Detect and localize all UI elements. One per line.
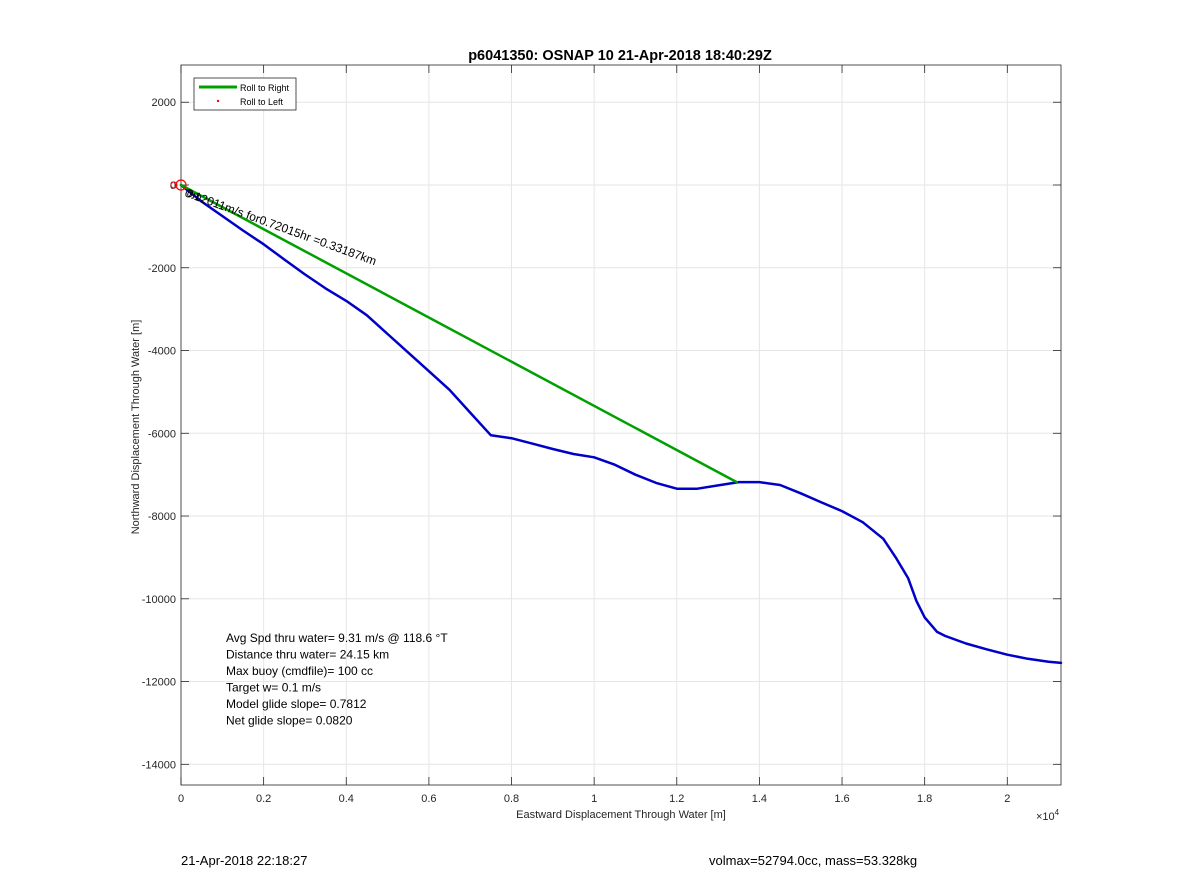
x-tick-label: 1.8 <box>917 793 932 805</box>
plot-area <box>180 64 1062 786</box>
stats-line: Net glide slope= 0.0820 <box>226 714 353 728</box>
series-line-track <box>179 183 1063 665</box>
y-tick-label: 0 <box>170 180 176 192</box>
legend: Roll to Right Roll to Left <box>193 77 297 111</box>
y-tick-label: -2000 <box>148 263 176 275</box>
start-marker-small <box>170 181 178 189</box>
x-tick-label: 0 <box>178 793 184 805</box>
x-tick-label: 1.6 <box>834 793 849 805</box>
x-tick-label: 1.4 <box>752 793 767 805</box>
y-tick-label: -4000 <box>148 346 176 358</box>
x-tick-label: 0.2 <box>256 793 271 805</box>
y-axis-ticks: 2000 0 -2000 -4000 -6000 -8000 -10000 -12000 -14… <box>142 97 1061 771</box>
stats-line: Avg Spd thru water= 9.31 m/s @ 118.6 °T <box>226 631 448 645</box>
grid-lines <box>180 65 1061 785</box>
data-series <box>179 183 1063 665</box>
stats-line: Model glide slope= 0.7812 <box>226 697 367 711</box>
x-tick-label: 0.6 <box>421 793 436 805</box>
x-tick-label: 0.4 <box>339 793 354 805</box>
y-tick-label: 2000 <box>152 97 176 109</box>
stats-block: Avg Spd thru water= 9.31 m/s @ 118.6 °T D… <box>226 631 448 728</box>
x-tick-label: 2 <box>1004 793 1010 805</box>
markers <box>170 179 187 191</box>
footer-timestamp: 21-Apr-2018 22:18:27 <box>181 853 308 868</box>
start-point-label: 0m <box>185 188 203 205</box>
stats-line: Distance thru water= 24.15 km <box>226 648 389 662</box>
x-axis-ticks: 0 0.2 0.4 0.6 0.8 1 1.2 1.4 1.6 1.8 2 <box>178 65 1010 805</box>
chart-title: p6041350: OSNAP 10 21-Apr-2018 18:40:29Z <box>468 48 772 64</box>
legend-label-roll-right: Roll to Right <box>240 83 290 93</box>
y-tick-label: -12000 <box>142 677 176 689</box>
y-tick-label: -6000 <box>148 428 176 440</box>
x-tick-label: 0.8 <box>504 793 519 805</box>
y-tick-label: -8000 <box>148 511 176 523</box>
series-line-roll-right <box>179 183 738 484</box>
stats-line: Target w= 0.1 m/s <box>226 681 321 695</box>
legend-box <box>193 77 297 111</box>
x-axis-label: Eastward Displacement Through Water [m] <box>516 809 726 821</box>
stats-line: Max buoy (cmdfile)= 100 cc <box>226 664 373 678</box>
legend-label-roll-left: Roll to Left <box>240 97 284 107</box>
x-axis-exponent: ×104 <box>1036 808 1060 823</box>
y-tick-label: -14000 <box>142 759 176 771</box>
footer-mass-info: volmax=52794.0cc, mass=53.328kg <box>709 853 918 868</box>
x-tick-label: 1 <box>591 793 597 805</box>
start-marker <box>175 179 187 191</box>
y-axis-label: Northward Displacement Through Water [m] <box>130 320 142 535</box>
legend-swatch-roll-left <box>216 99 220 103</box>
y-tick-label: -10000 <box>142 594 176 606</box>
x-tick-label: 1.2 <box>669 793 684 805</box>
